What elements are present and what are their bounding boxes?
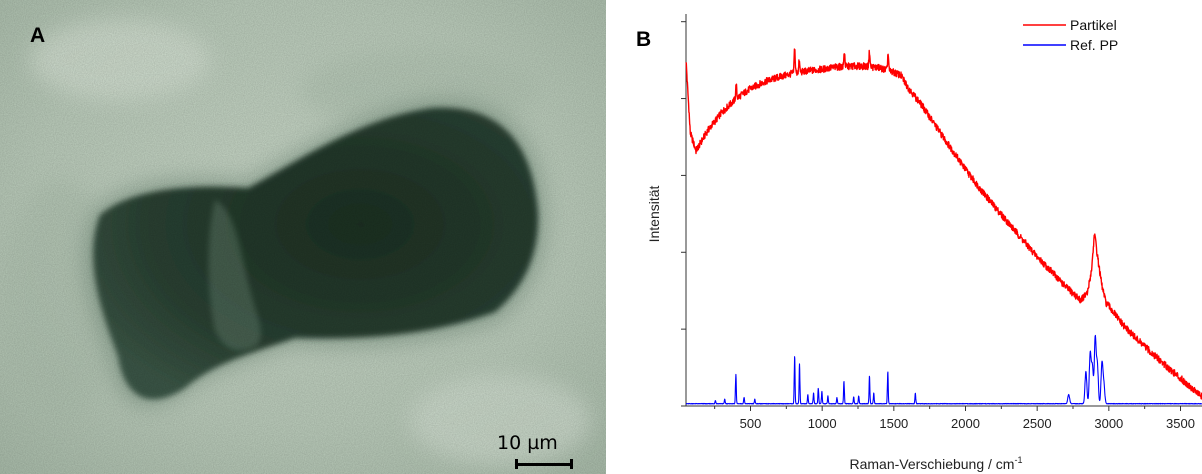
chart-legend: Partikel Ref. PP bbox=[1023, 17, 1118, 53]
scalebar-tick-left bbox=[515, 459, 518, 469]
x-axis-label-superscript: -1 bbox=[1014, 455, 1022, 465]
scalebar-label: 10 µm bbox=[497, 432, 558, 454]
x-axis-label: Raman-Verschiebung / cm-1 bbox=[850, 455, 1023, 472]
x-tick-label: 2500 bbox=[1023, 416, 1052, 431]
panel-b-label: B bbox=[636, 28, 652, 51]
chart-series bbox=[685, 48, 1202, 405]
y-axis-label: Intensität bbox=[646, 185, 662, 242]
x-tick-label: 1000 bbox=[808, 416, 837, 431]
x-axis-label-text: Raman-Verschiebung / cm bbox=[850, 456, 1015, 472]
raman-chart-panel: B 500 1000 1500 2000 2500 3000 3500 Partikel R… bbox=[606, 0, 1202, 474]
x-tick-label: 500 bbox=[740, 416, 762, 431]
series-line-ref-pp bbox=[685, 334, 1202, 405]
scalebar-tick-right bbox=[570, 459, 573, 469]
legend-label-ref-pp: Ref. PP bbox=[1070, 37, 1118, 53]
scalebar bbox=[516, 463, 572, 466]
microscope-image-panel: A 10 µm bbox=[0, 0, 606, 474]
series-line-partikel bbox=[685, 48, 1202, 400]
chart-axes: 500 1000 1500 2000 2500 3000 3500 bbox=[681, 14, 1202, 431]
legend-label-partikel: Partikel bbox=[1070, 17, 1117, 33]
x-tick-label: 1500 bbox=[879, 416, 908, 431]
panel-a-label: A bbox=[30, 24, 46, 47]
microscope-image bbox=[0, 0, 606, 474]
x-tick-label: 2000 bbox=[951, 416, 980, 431]
x-tick-label: 3500 bbox=[1166, 416, 1195, 431]
x-tick-label: 3000 bbox=[1094, 416, 1123, 431]
raman-spectrum-chart: 500 1000 1500 2000 2500 3000 3500 Partikel Ref… bbox=[646, 14, 1202, 472]
